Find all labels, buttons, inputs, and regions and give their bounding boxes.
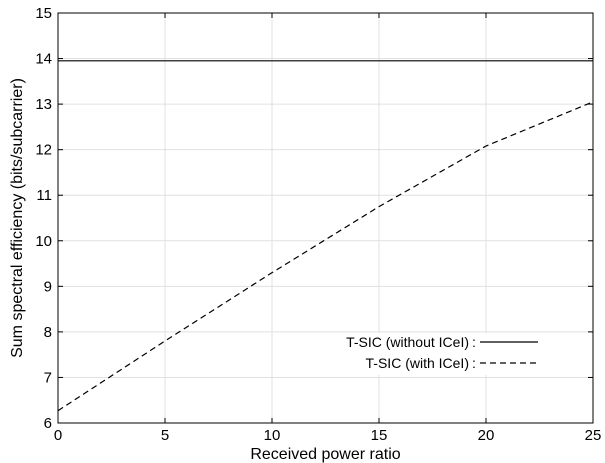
y-tick-label: 15 <box>35 5 52 22</box>
legend-label-without-icei: T-SIC (without ICeI) <box>346 334 469 350</box>
legend-colon: : <box>472 334 476 350</box>
legend: T-SIC (without ICeI) : T-SIC (with ICeI)… <box>308 333 544 375</box>
axis-ticks: 0 5 10 15 20 25 6 7 8 9 10 11 12 13 14 15 <box>35 5 601 444</box>
legend-colon: : <box>472 355 476 371</box>
legend-label-with-icei: T-SIC (with ICeI) <box>366 355 469 371</box>
plot-frame <box>57 12 594 424</box>
y-tick-label: 9 <box>44 278 52 295</box>
x-tick-label: 25 <box>585 427 602 444</box>
y-tick-label: 12 <box>35 142 52 159</box>
y-tick-label: 13 <box>35 96 52 113</box>
x-tick-label: 0 <box>54 427 62 444</box>
series-line-with-icei <box>57 101 594 412</box>
legend-box <box>308 333 544 375</box>
y-tick-label: 7 <box>44 369 52 386</box>
x-tick-label: 20 <box>478 427 495 444</box>
y-tick-label: 6 <box>44 415 52 432</box>
y-tick-label: 10 <box>35 233 52 250</box>
y-axis-label: Sum spectral efficiency (bits/subcarrier… <box>9 78 26 358</box>
x-tick-label: 15 <box>371 427 388 444</box>
y-tick-label: 11 <box>36 187 52 204</box>
y-tick-label: 14 <box>35 51 52 68</box>
y-tick-label: 8 <box>44 324 52 341</box>
series-layer <box>57 60 594 412</box>
x-axis-label: Received power ratio <box>250 446 400 463</box>
x-tick-label: 5 <box>161 427 169 444</box>
x-tick-label: 10 <box>264 427 281 444</box>
